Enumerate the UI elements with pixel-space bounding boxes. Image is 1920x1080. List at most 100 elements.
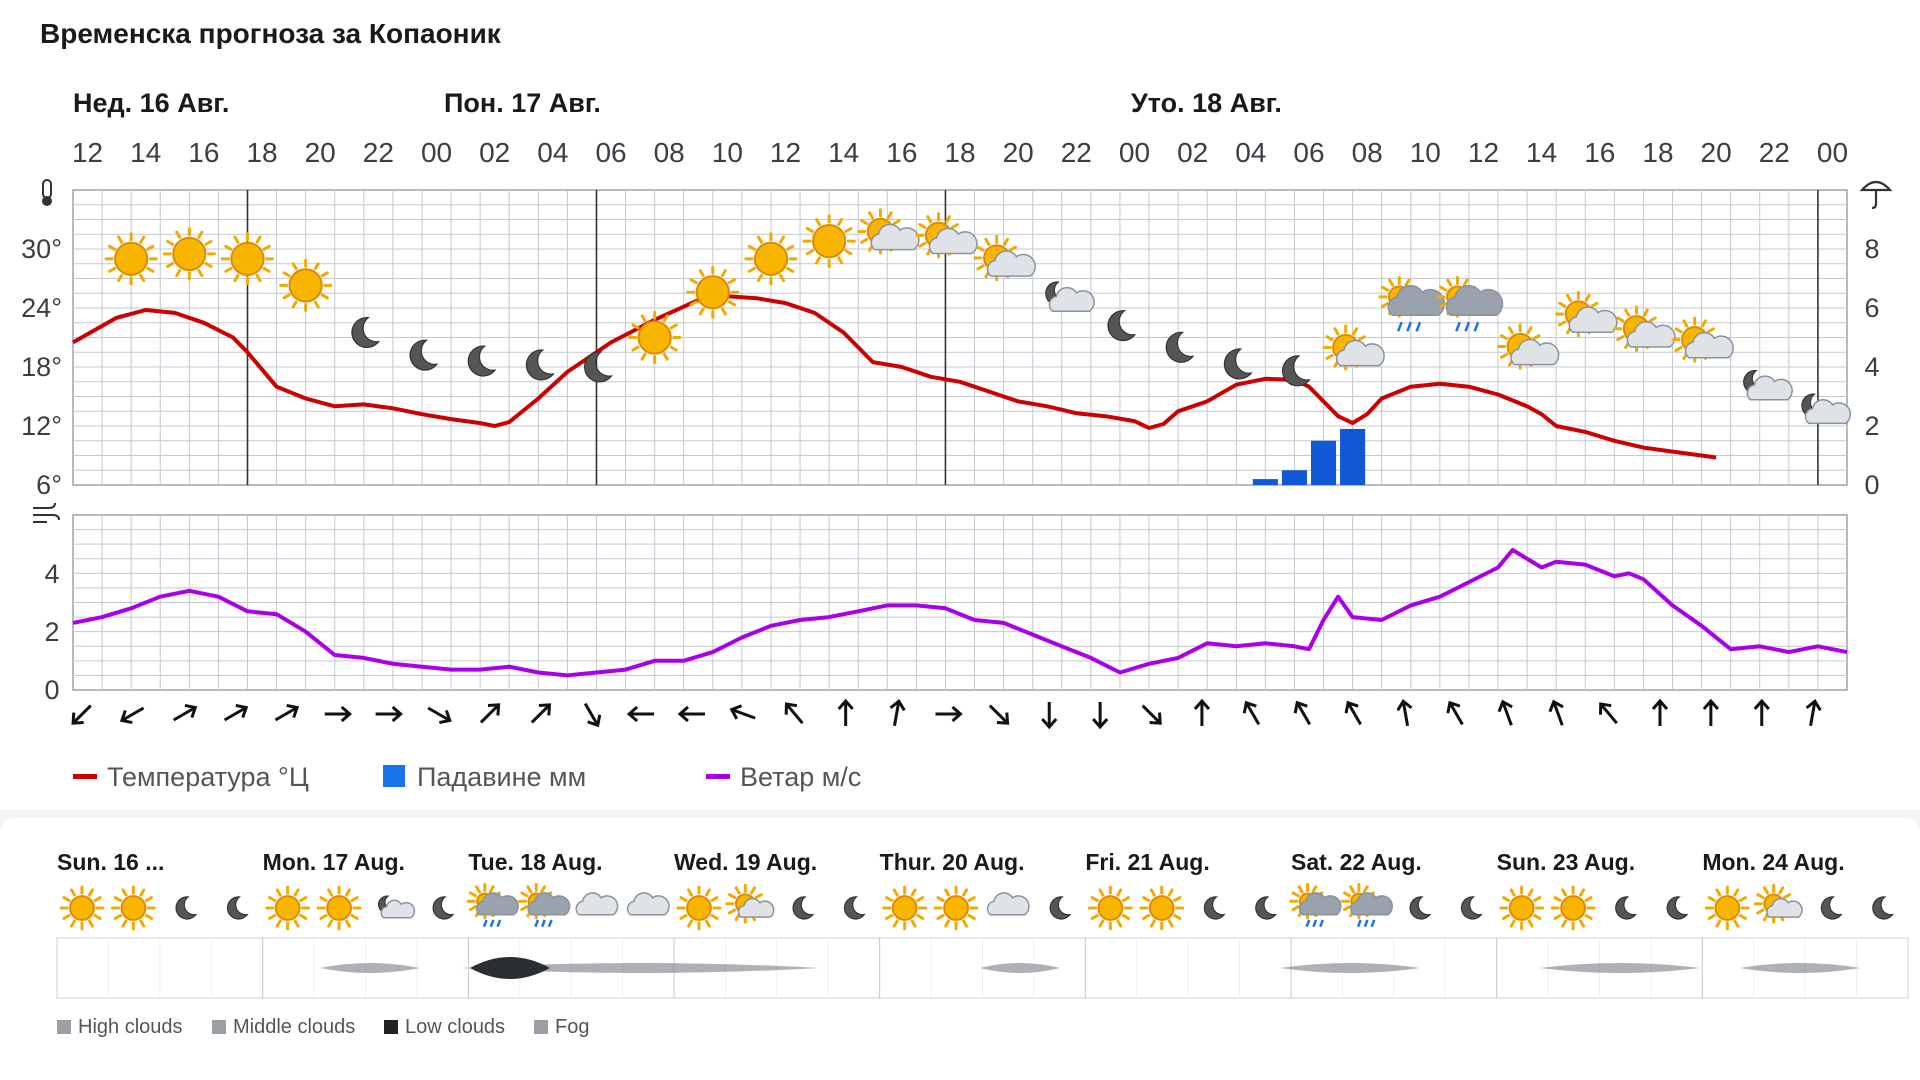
sun-ray — [144, 896, 154, 903]
wind-arrow-icon — [479, 703, 501, 724]
sun-ray — [1733, 888, 1740, 897]
sun-ray — [1616, 316, 1625, 323]
wind-arrow-icon — [837, 698, 854, 726]
arrow-head — [71, 712, 84, 725]
arrow-head — [1753, 698, 1770, 710]
wind-arrow-icon — [1193, 698, 1211, 726]
sun-ray — [1553, 896, 1562, 903]
weather-icons — [104, 208, 1852, 425]
moon-icon — [525, 349, 555, 381]
sun-ray — [1352, 327, 1359, 336]
sun-ray — [1008, 245, 1017, 252]
sun-disc — [120, 895, 147, 921]
day-label: Нед. 16 Авг. — [73, 88, 229, 118]
sun-ray — [139, 235, 146, 244]
sun-ray — [1173, 913, 1182, 920]
sun-icon — [802, 214, 856, 268]
sun-icon — [882, 885, 928, 931]
sun-icon — [744, 232, 798, 286]
sun-ray — [844, 227, 853, 234]
moon-icon — [175, 896, 198, 920]
sun-ray — [837, 256, 844, 265]
sun-ray — [669, 345, 678, 352]
sun-ray — [916, 913, 925, 920]
arrow-shaft — [72, 704, 92, 724]
wind-arrow-icon — [172, 703, 198, 722]
sun-icon — [628, 310, 682, 365]
sun-icon — [1499, 885, 1545, 931]
rain-drop — [496, 919, 502, 928]
sun-icon — [59, 885, 105, 931]
sun-ray — [1311, 885, 1318, 894]
hour-label: 20 — [1701, 137, 1732, 168]
sun-disc — [1097, 895, 1124, 921]
sun-ray — [967, 913, 976, 920]
rain-drop — [1473, 321, 1480, 332]
sun-ray — [1439, 302, 1448, 309]
arrow-head — [1598, 702, 1612, 715]
sun-ray — [1388, 278, 1395, 287]
sun-ray — [1325, 353, 1334, 360]
temp-tick: 18° — [21, 352, 62, 382]
legend-label: Ветар м/с — [740, 762, 861, 792]
sun-ray — [117, 235, 124, 244]
rain-drop — [1363, 919, 1369, 928]
sun-ray — [293, 919, 300, 928]
sun-ray — [1566, 293, 1573, 302]
sun-ray — [1715, 888, 1722, 897]
wind-arrow-icon — [1753, 698, 1770, 726]
arrow-head — [1548, 699, 1564, 713]
sun-disc — [812, 224, 847, 259]
cloud-layer — [320, 963, 420, 973]
cloud-shape — [928, 227, 978, 255]
moon-shape — [351, 317, 381, 349]
arrow-shaft — [274, 706, 297, 722]
rain-drop — [1312, 919, 1318, 928]
sun-ray — [698, 269, 705, 278]
precip-tick: 0 — [1864, 470, 1879, 500]
sun-cloud-icon — [973, 234, 1036, 282]
sun-ray — [1584, 913, 1593, 920]
sun-ray — [687, 888, 694, 897]
sun-ray — [1624, 308, 1631, 317]
sun-ray — [291, 262, 298, 271]
wind-arrow-icon — [274, 703, 300, 722]
sun-ray — [1579, 919, 1586, 928]
sun-rain-icon — [1289, 883, 1342, 928]
sun-ray — [327, 919, 334, 928]
hour-label: 12 — [770, 137, 801, 168]
wind-arrow-icon — [223, 703, 249, 722]
sun-disc — [1508, 895, 1535, 921]
sun-ray — [910, 888, 917, 897]
sun-ray — [720, 269, 727, 278]
arrow-head — [1497, 699, 1513, 713]
arrow-shaft — [479, 704, 499, 724]
hour-label: 00 — [1119, 137, 1150, 168]
arrow-shaft — [1809, 701, 1817, 727]
wind-line — [72, 548, 1848, 678]
sun-ray — [720, 307, 727, 316]
sun-ray — [1342, 891, 1352, 898]
arrow-head — [235, 703, 249, 719]
arrow-head — [677, 705, 689, 723]
sun-disc — [891, 895, 918, 921]
moon-shape — [1203, 896, 1226, 920]
sun-ray — [687, 919, 694, 928]
moon-shape — [1281, 355, 1311, 387]
sun-ray — [910, 919, 917, 928]
sun-ray — [1584, 896, 1593, 903]
sun-disc — [69, 895, 95, 921]
sun-ray — [255, 273, 262, 283]
wind-arrow-icon — [1041, 702, 1058, 730]
cloud-layer — [1280, 963, 1420, 973]
sun-ray — [710, 896, 719, 903]
day-label: Уто. 18 Авг. — [1131, 88, 1282, 118]
rain-drop — [1455, 321, 1461, 332]
sun-ray — [233, 235, 240, 244]
sun-ray — [468, 905, 478, 912]
arrow-head — [1344, 700, 1359, 714]
sun-ray — [1149, 888, 1156, 897]
sun-ray — [1533, 896, 1542, 903]
sun-ray — [936, 913, 945, 920]
moon-shape — [1460, 896, 1483, 920]
